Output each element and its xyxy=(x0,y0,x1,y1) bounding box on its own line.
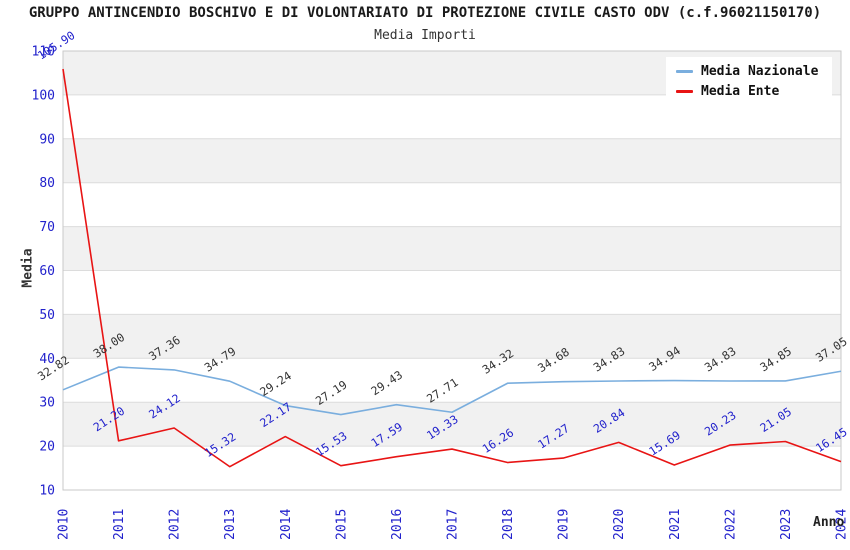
data-label-media-nazionale: 27.71 xyxy=(424,375,461,406)
plot-band xyxy=(63,314,841,359)
x-tick-label: 2020 xyxy=(612,509,627,540)
y-tick-label: 90 xyxy=(39,132,55,147)
y-tick-label: 50 xyxy=(39,308,55,323)
x-tick-label: 2018 xyxy=(501,509,516,540)
data-label-media-nazionale: 29.43 xyxy=(368,368,405,399)
x-tick-label: 2021 xyxy=(668,509,683,540)
chart-title: GRUPPO ANTINCENDIO BOSCHIVO E DI VOLONTA… xyxy=(28,5,822,21)
x-tick-label: 2011 xyxy=(112,509,127,540)
y-tick-label: 80 xyxy=(39,176,55,191)
x-axis-title: Anno xyxy=(813,515,845,530)
data-label-media-nazionale: 29.24 xyxy=(257,368,294,399)
chart-subtitle: Media Importi xyxy=(374,28,476,43)
y-tick-label: 30 xyxy=(39,396,55,411)
x-tick-label: 2015 xyxy=(334,509,349,540)
plot-band xyxy=(63,138,841,183)
x-tick-label: 2019 xyxy=(557,509,572,540)
y-tick-label: 10 xyxy=(39,484,55,499)
x-tick-label: 2024 xyxy=(835,509,850,540)
y-tick-label: 100 xyxy=(32,88,55,103)
y-tick-label: 20 xyxy=(39,440,55,455)
x-tick-label: 2017 xyxy=(446,509,461,540)
x-tick-label: 2016 xyxy=(390,509,405,540)
x-tick-label: 2014 xyxy=(279,509,294,540)
x-tick-label: 2023 xyxy=(779,509,794,540)
legend-label-media-ente: Media Ente xyxy=(701,84,780,99)
legend: Media Nazionale Media Ente xyxy=(666,57,832,106)
legend-swatch-media-nazionale xyxy=(676,70,693,73)
series-line-media-nazionale xyxy=(62,366,842,416)
plot-band xyxy=(63,402,841,447)
legend-item-media-ente: Media Ente xyxy=(676,84,824,99)
legend-item-media-nazionale: Media Nazionale xyxy=(676,64,824,79)
y-tick-label: 60 xyxy=(39,264,55,279)
y-tick-label: 110 xyxy=(32,45,55,60)
y-tick-label: 70 xyxy=(39,220,55,235)
x-tick-label: 2012 xyxy=(168,509,183,540)
legend-swatch-media-ente xyxy=(676,90,693,93)
plot-border xyxy=(62,50,842,491)
x-tick-label: 2013 xyxy=(223,509,238,540)
y-axis-title: Media xyxy=(20,248,36,288)
x-tick-label: 2010 xyxy=(57,509,72,540)
plot-band xyxy=(63,226,841,271)
y-tick-label: 40 xyxy=(39,352,55,367)
legend-label-media-nazionale: Media Nazionale xyxy=(701,64,819,79)
x-tick-label: 2022 xyxy=(723,509,738,540)
series-line-media-ente xyxy=(62,68,842,468)
